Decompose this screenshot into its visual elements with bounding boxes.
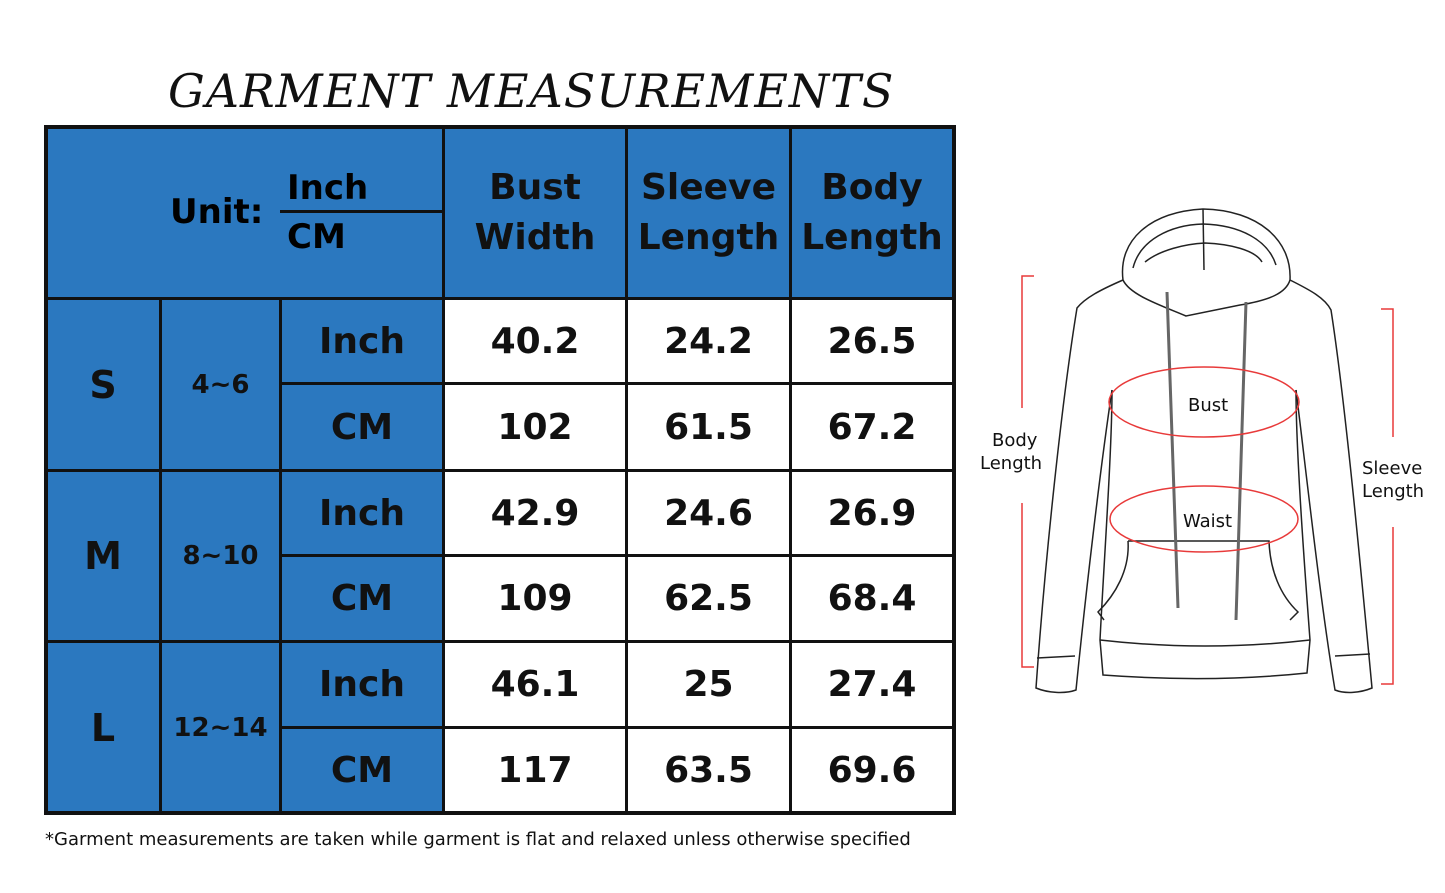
measurement-cell: 27.4 — [790, 641, 954, 728]
column-header-text: Length — [801, 216, 943, 258]
measurement-cell: 68.4 — [790, 555, 954, 642]
unit-cell: CM — [280, 383, 444, 471]
measurement-cell: 109 — [443, 555, 627, 642]
sleeve-length-bracket — [1381, 308, 1394, 685]
measurement-cell: 26.9 — [790, 470, 954, 556]
sleeve-length-label-1: Sleeve — [1362, 458, 1422, 479]
unit-cell: Inch — [280, 470, 444, 556]
unit-cm-label: CM — [287, 217, 346, 257]
bust-label: Bust — [1188, 395, 1228, 416]
page-title: GARMENT MEASUREMENTS — [168, 64, 895, 118]
sleeve-length-label-2: Length — [1362, 481, 1424, 502]
size-cell: S — [45, 298, 161, 471]
hoodie-outline — [1035, 208, 1373, 694]
waist-label: Waist — [1183, 511, 1232, 532]
unit-cell: Inch — [280, 298, 444, 384]
size-cell: L — [45, 641, 161, 814]
column-header-text: Length — [637, 216, 780, 258]
unit-cell: Inch — [280, 641, 444, 728]
measurement-cell: 61.5 — [626, 383, 791, 471]
measurement-marks — [1021, 275, 1394, 685]
unit-cell: CM — [280, 555, 444, 642]
column-header-text: Bust — [489, 166, 581, 208]
waist-ellipse — [1109, 485, 1299, 553]
unit-divider — [280, 210, 443, 213]
measurement-cell: 69.6 — [790, 727, 954, 814]
measurement-cell: 46.1 — [443, 641, 627, 728]
column-header: Sleeve Length — [626, 126, 791, 299]
measurement-cell: 24.6 — [626, 470, 791, 556]
bust-ellipse — [1108, 366, 1300, 438]
column-header-text: Sleeve — [641, 166, 776, 208]
age-range-cell: 4~6 — [160, 298, 281, 471]
measurement-cell: 117 — [443, 727, 627, 814]
column-header-text: Body — [821, 166, 923, 208]
unit-label: Unit: — [170, 192, 264, 232]
measurement-cell: 26.5 — [790, 298, 954, 384]
column-header-text: Width — [474, 216, 596, 258]
body-length-label-2: Length — [980, 453, 1042, 474]
footnote: *Garment measurements are taken while ga… — [45, 829, 911, 850]
column-header: Body Length — [790, 126, 954, 299]
measurement-cell: 63.5 — [626, 727, 791, 814]
unit-inch-label: Inch — [287, 168, 369, 208]
body-length-label-1: Body — [992, 430, 1038, 451]
measurement-cell: 24.2 — [626, 298, 791, 384]
body-length-bracket — [1021, 275, 1034, 668]
